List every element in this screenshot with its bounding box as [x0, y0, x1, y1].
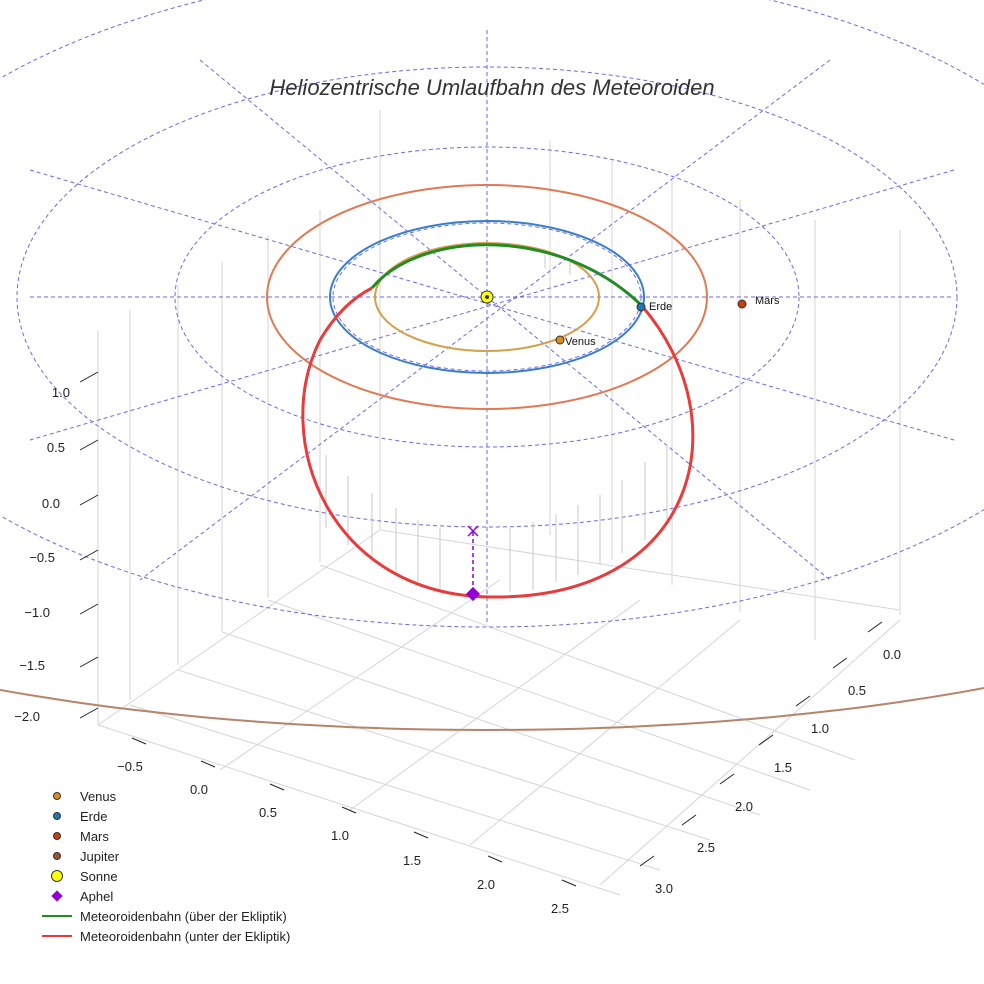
z-axis-tick-label: 0.5 [47, 440, 65, 455]
y-axis-tick-label: 3.0 [655, 881, 673, 896]
z-axis-tick-label: −1.5 [19, 658, 45, 673]
legend-item: Venus [40, 786, 290, 806]
y-axis-tick [681, 814, 697, 826]
x-axis-tick [561, 879, 577, 887]
planet-marker-erde [636, 302, 646, 312]
legend-label: Mars [80, 828, 109, 844]
grid-line [97, 724, 621, 896]
legend-label: Aphel [80, 888, 114, 904]
y-axis-tick-label: 0.0 [883, 647, 901, 662]
x-axis-tick-label: 0.0 [190, 782, 208, 797]
z-axis-tick [79, 656, 99, 668]
legend-symbol [40, 866, 74, 886]
legend-label: Meteoroidenbahn (unter der Ekliptik) [80, 928, 291, 944]
z-axis-tick-label: −1.0 [24, 605, 50, 620]
orbit-erde [329, 220, 645, 374]
y-axis-tick-label: 1.0 [811, 721, 829, 736]
z-axis-tick [79, 494, 99, 506]
planet-label-erde: Erde [649, 301, 672, 313]
grid-line [129, 704, 661, 871]
planet-marker-venus [555, 335, 565, 345]
y-axis-tick [758, 734, 774, 746]
grid-line [219, 579, 501, 771]
y-axis-tick-label: 0.5 [848, 683, 866, 698]
planet-label-mars: Mars [755, 295, 780, 307]
z-axis-tick [79, 603, 99, 615]
y-axis-tick-label: 1.5 [774, 760, 792, 775]
y-axis-tick [867, 621, 883, 633]
x-axis-tick-label: 0.5 [259, 805, 277, 820]
legend: Venus Erde Mars Jupiter Sonne Aphel Meteoroide… [40, 786, 290, 946]
z-axis-tick-label: −2.0 [14, 709, 40, 724]
grid-line [379, 529, 901, 611]
grid-line [177, 669, 711, 841]
x-axis-tick-label: 2.0 [477, 877, 495, 892]
aphel-marker [465, 586, 481, 602]
y-axis-tick [639, 855, 655, 867]
planet-label-venus: Venus [565, 336, 596, 348]
grid-line [349, 599, 641, 811]
z-axis-tick-label: −0.5 [29, 550, 55, 565]
z-axis-tick [79, 707, 99, 719]
x-axis-tick-label: 2.5 [551, 901, 569, 916]
legend-symbol [40, 806, 74, 826]
legend-symbol [40, 906, 74, 926]
meteoroid-orbit-above [370, 243, 644, 308]
legend-label: Sonne [80, 868, 118, 884]
legend-symbol [40, 886, 74, 906]
meteoroid-orbit-below [301, 286, 695, 599]
legend-symbol [40, 926, 74, 946]
x-axis-tick [131, 737, 147, 745]
legend-symbol [40, 826, 74, 846]
legend-item: Erde [40, 806, 290, 826]
sun-center [485, 295, 489, 299]
grid-line [319, 564, 856, 761]
legend-label: Venus [80, 788, 117, 804]
grid-line [267, 599, 811, 791]
grid-line [599, 619, 901, 886]
x-axis-tick [269, 783, 285, 791]
legend-item: Meteoroidenbahn (unter der Ekliptik) [40, 926, 290, 946]
legend-label: Meteoroidenbahn (über der Ekliptik) [80, 908, 287, 924]
z-axis-tick [79, 549, 99, 561]
y-axis-tick [719, 773, 735, 785]
y-axis-tick [832, 657, 848, 669]
chart-title: Heliozentrische Umlaufbahn des Meteoroid… [269, 75, 714, 100]
legend-symbol [40, 786, 74, 806]
grid-line [221, 631, 761, 816]
legend-item: Mars [40, 826, 290, 846]
legend-item: Meteoroidenbahn (über der Ekliptik) [40, 906, 290, 926]
y-axis-tick-label: 2.5 [697, 840, 715, 855]
x-axis-tick [200, 760, 216, 768]
legend-symbol [40, 846, 74, 866]
orbit-venus [374, 242, 600, 352]
grid-line [469, 619, 741, 846]
x-axis-tick [341, 806, 357, 814]
ecliptic-radial-line [139, 59, 831, 581]
orbit-jupiter [0, 687, 984, 732]
aphel-projection-marker [467, 525, 479, 537]
orbit-mars [266, 184, 708, 410]
legend-item: Jupiter [40, 846, 290, 866]
z-axis-tick-label: 1.0 [52, 385, 70, 400]
z-axis-tick [79, 439, 99, 451]
z-axis-tick-label: 0.0 [42, 496, 60, 511]
x-axis-tick [487, 855, 503, 863]
x-axis-tick-label: 1.0 [331, 828, 349, 843]
ecliptic-radial-line [199, 59, 831, 581]
legend-item: Aphel [40, 886, 290, 906]
x-axis-tick-label: −0.5 [117, 759, 143, 774]
x-axis-tick [413, 831, 429, 839]
legend-label: Erde [80, 808, 108, 824]
grid-line [97, 529, 381, 726]
x-axis-tick-label: 1.5 [403, 853, 421, 868]
legend-label: Jupiter [80, 848, 120, 864]
planet-marker-mars [737, 299, 747, 309]
z-axis-tick [79, 371, 99, 383]
y-axis-tick-label: 2.0 [735, 799, 753, 814]
legend-item: Sonne [40, 866, 290, 886]
y-axis-tick [795, 695, 811, 707]
